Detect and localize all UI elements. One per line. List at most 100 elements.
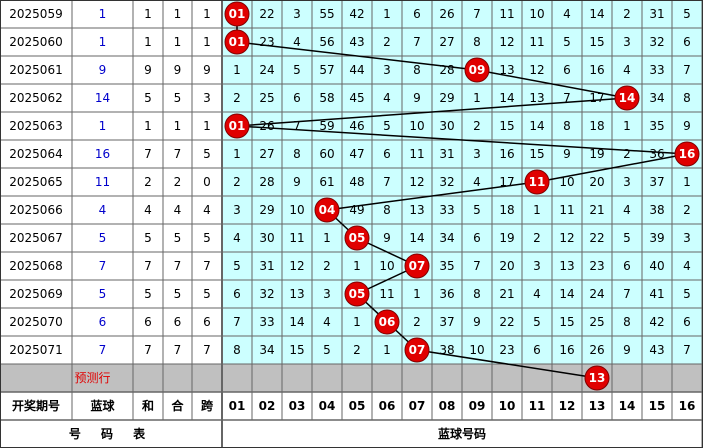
blue-number: 9 <box>99 63 107 77</box>
omission: 7 <box>413 35 421 49</box>
sum: 2 <box>144 175 152 189</box>
period: 2025070 <box>9 315 62 329</box>
ball-number: 07 <box>409 259 426 273</box>
omission: 27 <box>259 147 274 161</box>
footer-right: 蓝球号码 <box>438 426 486 441</box>
ball <box>224 113 250 139</box>
ball <box>404 337 430 363</box>
he: 9 <box>174 63 182 77</box>
omission: 21 <box>499 287 514 301</box>
ball <box>464 57 490 83</box>
omission: 6 <box>383 147 391 161</box>
kua: 0 <box>203 175 211 189</box>
omission: 16 <box>589 63 604 77</box>
omission: 5 <box>533 315 541 329</box>
omission: 23 <box>589 259 604 273</box>
omission: 61 <box>319 175 334 189</box>
ball <box>524 169 550 195</box>
column-header: 08 <box>439 399 456 413</box>
omission: 8 <box>233 343 241 357</box>
omission: 5 <box>683 7 691 21</box>
period: 2025061 <box>9 63 62 77</box>
omission: 11 <box>289 231 304 245</box>
omission: 4 <box>683 259 691 273</box>
ball-number: 05 <box>349 287 366 301</box>
omission: 3 <box>233 203 241 217</box>
omission: 58 <box>319 91 334 105</box>
omission: 14 <box>589 7 604 21</box>
omission: 3 <box>623 35 631 49</box>
blue-number: 1 <box>99 35 107 49</box>
omission: 7 <box>293 119 301 133</box>
omission: 26 <box>589 343 604 357</box>
sum: 4 <box>144 203 152 217</box>
omission: 11 <box>559 203 574 217</box>
header-cell: 跨 <box>201 399 214 413</box>
ball <box>224 29 250 55</box>
omission: 7 <box>473 259 481 273</box>
omission: 3 <box>383 63 391 77</box>
ball <box>404 253 430 279</box>
omission: 3 <box>533 259 541 273</box>
sum: 1 <box>144 119 152 133</box>
ball-number: 14 <box>619 91 636 105</box>
column-header: 15 <box>649 399 666 413</box>
kua: 5 <box>203 231 211 245</box>
omission: 2 <box>683 203 691 217</box>
omission: 36 <box>439 287 454 301</box>
omission: 46 <box>349 119 364 133</box>
omission: 2 <box>623 147 631 161</box>
blue-number: 7 <box>99 343 107 357</box>
column-header: 07 <box>409 399 426 413</box>
omission: 24 <box>589 287 604 301</box>
omission: 17 <box>589 91 604 105</box>
ball <box>344 281 370 307</box>
omission: 15 <box>589 35 604 49</box>
blue-number: 14 <box>95 91 110 105</box>
omission: 8 <box>683 91 691 105</box>
omission: 15 <box>529 147 544 161</box>
header-cell: 开奖期号 <box>12 398 60 413</box>
omission: 48 <box>349 175 364 189</box>
omission: 7 <box>383 175 391 189</box>
omission: 38 <box>649 203 664 217</box>
omission: 8 <box>623 315 631 329</box>
kua: 7 <box>203 259 211 273</box>
omission: 29 <box>439 91 454 105</box>
omission: 1 <box>383 7 391 21</box>
omission: 1 <box>473 91 481 105</box>
omission: 28 <box>439 63 454 77</box>
blue-number: 11 <box>95 175 110 189</box>
omission: 32 <box>649 35 664 49</box>
omission: 4 <box>563 7 571 21</box>
omission: 5 <box>233 259 241 273</box>
omission: 5 <box>323 343 331 357</box>
omission: 3 <box>293 7 301 21</box>
omission: 7 <box>233 315 241 329</box>
omission: 18 <box>589 119 604 133</box>
omission: 1 <box>353 259 361 273</box>
he: 6 <box>174 315 182 329</box>
omission: 31 <box>259 259 274 273</box>
he: 5 <box>174 91 182 105</box>
omission: 41 <box>649 287 664 301</box>
omission: 6 <box>683 315 691 329</box>
omission: 37 <box>649 175 664 189</box>
omission: 2 <box>353 343 361 357</box>
sum: 7 <box>144 259 152 273</box>
omission: 19 <box>589 147 604 161</box>
omission: 38 <box>439 343 454 357</box>
predicted-ball <box>584 365 610 391</box>
omission: 1 <box>233 63 241 77</box>
omission: 56 <box>319 35 334 49</box>
ball-number: 06 <box>379 315 396 329</box>
ball-number: 07 <box>409 343 426 357</box>
omission: 49 <box>349 203 364 217</box>
omission: 40 <box>649 259 664 273</box>
omission: 8 <box>413 63 421 77</box>
he: 7 <box>174 343 182 357</box>
omission: 10 <box>469 343 484 357</box>
sum: 5 <box>144 91 152 105</box>
omission: 3 <box>323 287 331 301</box>
omission: 2 <box>413 315 421 329</box>
